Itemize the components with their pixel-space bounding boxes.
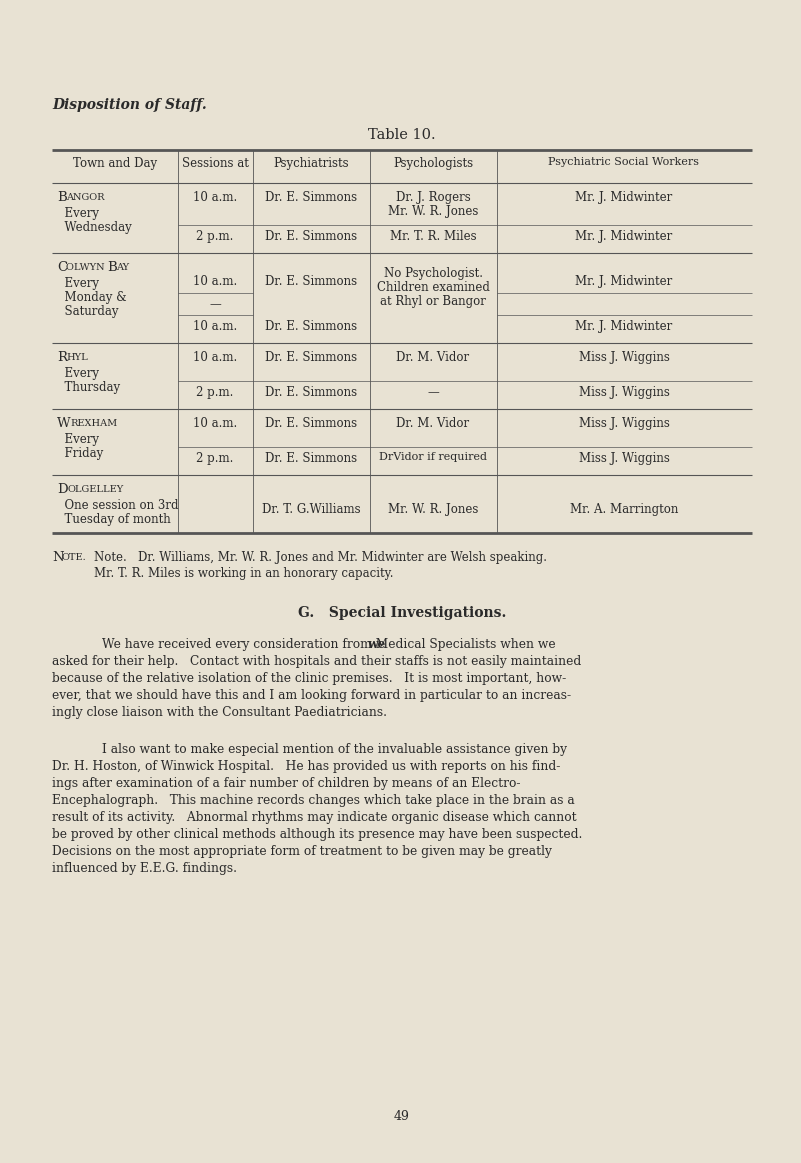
Text: OLWYN: OLWYN [66, 263, 108, 272]
Text: No Psychologist.: No Psychologist. [384, 267, 482, 280]
Text: DrVidor if required: DrVidor if required [379, 452, 487, 462]
Text: Miss J. Wiggins: Miss J. Wiggins [578, 418, 670, 430]
Text: Dr. J. Rogers: Dr. J. Rogers [396, 191, 470, 204]
Text: Dr. E. Simmons: Dr. E. Simmons [265, 320, 357, 333]
Text: OTE.: OTE. [62, 552, 87, 562]
Text: C: C [57, 261, 67, 274]
Text: I also want to make especial mention of the invaluable assistance given by: I also want to make especial mention of … [102, 743, 567, 756]
Text: Every: Every [57, 277, 99, 290]
Text: Every: Every [57, 368, 99, 380]
Text: Psychiatrists: Psychiatrists [273, 157, 348, 170]
Text: Thursday: Thursday [57, 381, 120, 394]
Text: Dr. E. Simmons: Dr. E. Simmons [265, 274, 357, 288]
Text: asked for their help.   Contact with hospitals and their staffs is not easily ma: asked for their help. Contact with hospi… [52, 655, 582, 668]
Text: Dr. E. Simmons: Dr. E. Simmons [265, 418, 357, 430]
Text: Mr. J. Midwinter: Mr. J. Midwinter [575, 320, 673, 333]
Text: 10 a.m.: 10 a.m. [193, 351, 237, 364]
Text: W: W [57, 418, 70, 430]
Text: ingly close liaison with the Consultant Paediatricians.: ingly close liaison with the Consultant … [52, 706, 387, 719]
Text: Every: Every [57, 433, 99, 445]
Text: Every: Every [57, 207, 99, 220]
Text: Tuesday of month: Tuesday of month [57, 513, 171, 526]
Text: result of its activity.   Abnormal rhythms may indicate organic disease which ca: result of its activity. Abnormal rhythms… [52, 811, 577, 825]
Text: Miss J. Wiggins: Miss J. Wiggins [578, 386, 670, 399]
Text: Wednesday: Wednesday [57, 221, 131, 234]
Text: be proved by other clinical methods although its presence may have been suspecte: be proved by other clinical methods alth… [52, 828, 582, 841]
Text: Mr. T. R. Miles is working in an honorary capacity.: Mr. T. R. Miles is working in an honorar… [94, 568, 393, 580]
Text: G.   Special Investigations.: G. Special Investigations. [298, 606, 506, 620]
Text: OLGELLEY: OLGELLEY [67, 485, 123, 494]
Text: N: N [52, 551, 63, 564]
Text: Mr. J. Midwinter: Mr. J. Midwinter [575, 274, 673, 288]
Text: —: — [209, 298, 221, 311]
Text: Mr. W. R. Jones: Mr. W. R. Jones [388, 205, 478, 217]
Text: 2 p.m.: 2 p.m. [196, 386, 234, 399]
Text: Children examined: Children examined [376, 281, 489, 294]
Text: 10 a.m.: 10 a.m. [193, 191, 237, 204]
Text: Psychiatric Social Workers: Psychiatric Social Workers [549, 157, 699, 167]
Text: Dr. E. Simmons: Dr. E. Simmons [265, 351, 357, 364]
Text: B: B [107, 261, 117, 274]
Text: at Rhyl or Bangor: at Rhyl or Bangor [380, 295, 486, 308]
Text: Mr. A. Marrington: Mr. A. Marrington [570, 504, 678, 516]
Text: Decisions on the most appropriate form of treatment to be given may be greatly: Decisions on the most appropriate form o… [52, 846, 552, 858]
Text: One session on 3rd: One session on 3rd [57, 499, 179, 512]
Text: Mr. T. R. Miles: Mr. T. R. Miles [390, 230, 477, 243]
Text: Dr. E. Simmons: Dr. E. Simmons [265, 386, 357, 399]
Text: We have received every consideration from Medical Specialists when we: We have received every consideration fro… [102, 638, 556, 651]
Text: R: R [57, 351, 67, 364]
Text: B: B [57, 191, 66, 204]
Text: HYL: HYL [66, 354, 88, 362]
Text: Mr. J. Midwinter: Mr. J. Midwinter [575, 191, 673, 204]
Text: Miss J. Wiggins: Miss J. Wiggins [578, 452, 670, 465]
Text: Miss J. Wiggins: Miss J. Wiggins [578, 351, 670, 364]
Text: D: D [57, 483, 67, 495]
Text: Table 10.: Table 10. [368, 128, 436, 142]
Text: 2 p.m.: 2 p.m. [196, 452, 234, 465]
Text: REXHAM: REXHAM [70, 419, 117, 428]
Text: Dr. M. Vidor: Dr. M. Vidor [396, 418, 469, 430]
Text: Note.   Dr. Williams, Mr. W. R. Jones and Mr. Midwinter are Welsh speaking.: Note. Dr. Williams, Mr. W. R. Jones and … [94, 551, 547, 564]
Text: Monday &: Monday & [57, 291, 127, 304]
Text: 10 a.m.: 10 a.m. [193, 320, 237, 333]
Text: influenced by E.E.G. findings.: influenced by E.E.G. findings. [52, 862, 237, 875]
Text: Dr. E. Simmons: Dr. E. Simmons [265, 452, 357, 465]
Text: 2 p.m.: 2 p.m. [196, 230, 234, 243]
Text: Dr. E. Simmons: Dr. E. Simmons [265, 191, 357, 204]
Text: Dr. M. Vidor: Dr. M. Vidor [396, 351, 469, 364]
Text: —: — [427, 386, 439, 399]
Text: we: we [368, 638, 386, 651]
Text: Town and Day: Town and Day [73, 157, 157, 170]
Text: 10 a.m.: 10 a.m. [193, 418, 237, 430]
Text: ings after examination of a fair number of children by means of an Electro-: ings after examination of a fair number … [52, 777, 521, 790]
Text: Encephalograph.   This machine records changes which take place in the brain as : Encephalograph. This machine records cha… [52, 794, 575, 807]
Text: Dr. E. Simmons: Dr. E. Simmons [265, 230, 357, 243]
Text: 49: 49 [394, 1110, 410, 1123]
Text: Dr. H. Hoston, of Winwick Hospital.   He has provided us with reports on his fin: Dr. H. Hoston, of Winwick Hospital. He h… [52, 759, 561, 773]
Text: Mr. W. R. Jones: Mr. W. R. Jones [388, 504, 478, 516]
Text: ANGOR: ANGOR [66, 193, 104, 202]
Text: ever, that we should have this and I am looking forward in particular to an incr: ever, that we should have this and I am … [52, 688, 571, 702]
Text: Disposition of Staff.: Disposition of Staff. [52, 98, 207, 112]
Text: Friday: Friday [57, 447, 103, 461]
Text: Saturday: Saturday [57, 305, 119, 317]
Text: Psychologists: Psychologists [393, 157, 473, 170]
Text: because of the relative isolation of the clinic premises.   It is most important: because of the relative isolation of the… [52, 672, 566, 685]
Text: AY: AY [116, 263, 129, 272]
Text: Dr. T. G.Williams: Dr. T. G.Williams [262, 504, 360, 516]
Text: Mr. J. Midwinter: Mr. J. Midwinter [575, 230, 673, 243]
Text: 10 a.m.: 10 a.m. [193, 274, 237, 288]
Text: Sessions at: Sessions at [182, 157, 248, 170]
